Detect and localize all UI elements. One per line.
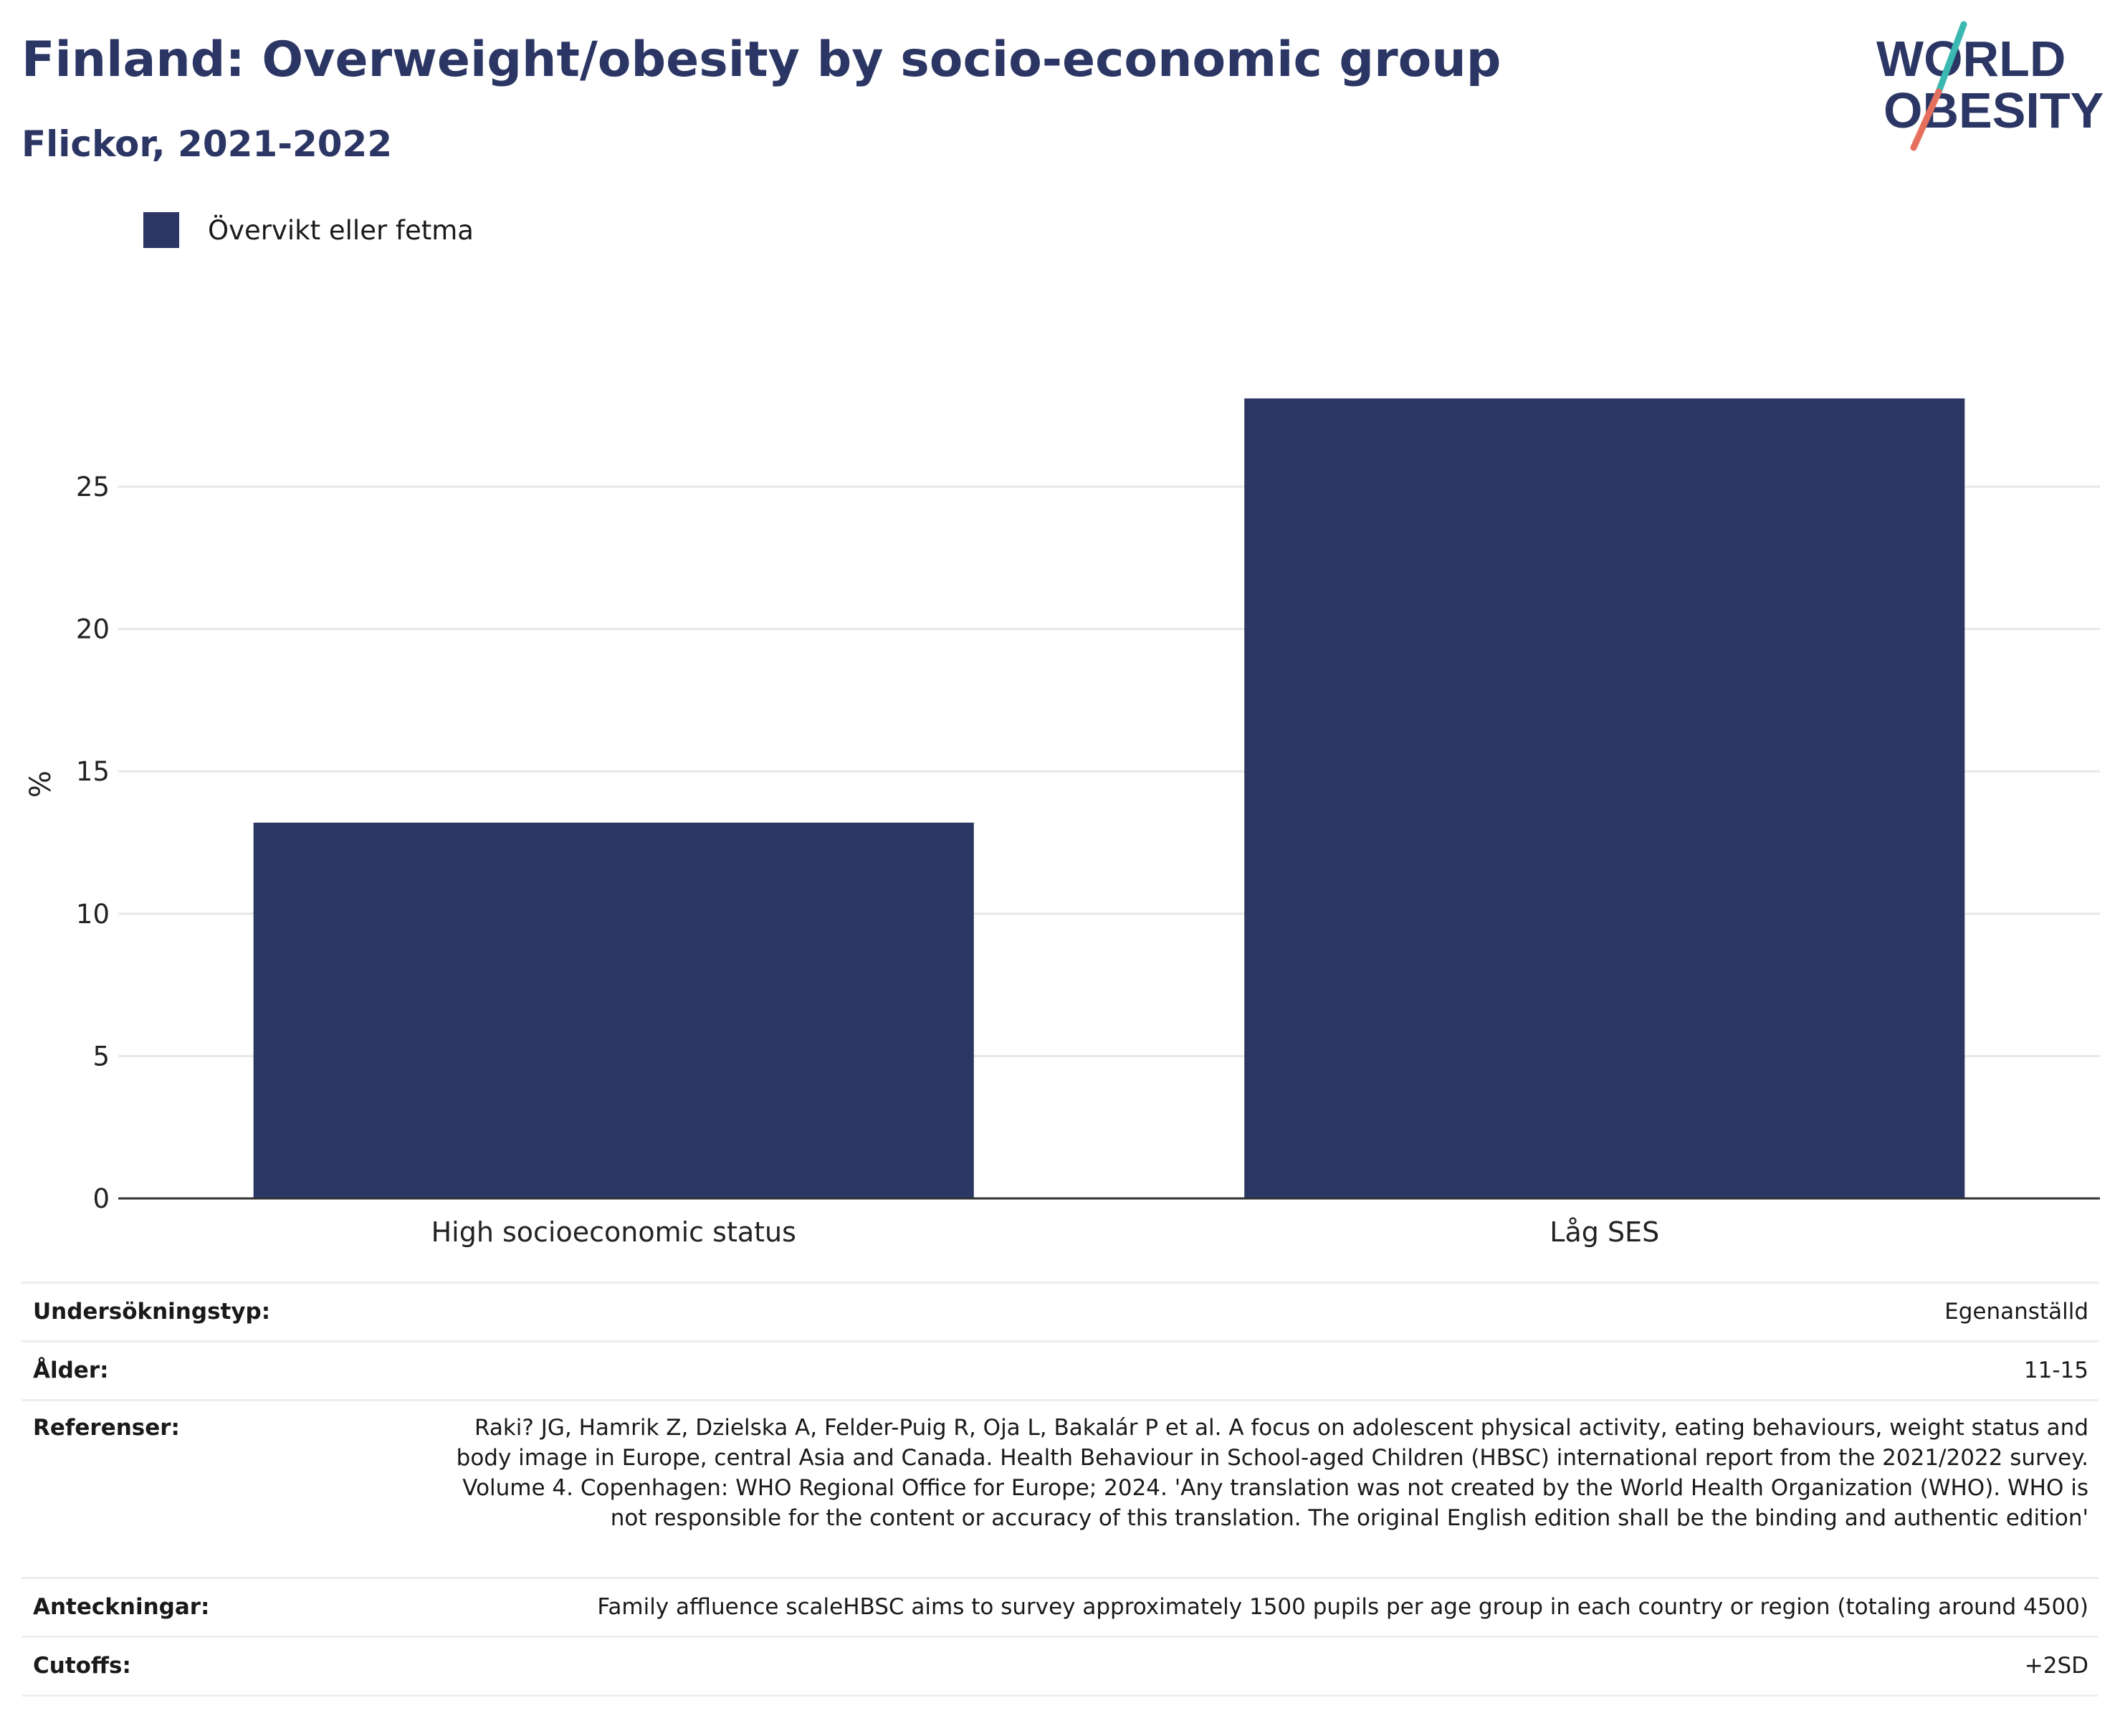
info-label: Anteckningar: [22,1577,434,1638]
info-label: Undersökningstyp: [22,1282,434,1342]
legend-label: Övervikt eller fetma [208,214,474,246]
bar [1244,398,1965,1198]
logo-slash-teal [1935,21,1967,95]
x-category-label: Låg SES [1550,1216,1659,1248]
info-row-age: Ålder: 11-15 [22,1340,2098,1401]
y-tick-label: 20 [76,614,110,645]
info-label: Ålder: [22,1340,434,1401]
logo-slash-coral [1910,88,1942,151]
info-table: Undersökningstyp: Egenanställd Ålder: 11… [22,1282,2098,1697]
legend: Övervikt eller fetma [143,212,474,248]
info-value: +2SD [434,1636,2098,1697]
info-label: Cutoffs: [22,1636,434,1697]
bar-chart: 0 5 10 15 20 25 High socioeconomic status Låg S… [24,398,2100,1248]
info-value: Raki? JG, Hamrik Z, Dzielska A, Felder-P… [434,1399,2098,1579]
x-category-label: High socioeconomic status [431,1216,796,1248]
world-obesity-logo: WORLD OBESITY [1876,21,2104,151]
info-row-references: Referenser: Raki? JG, Hamrik Z, Dzielska… [22,1399,2098,1579]
info-value: Family affluence scaleHBSC aims to surve… [434,1577,2098,1638]
y-tick-label: 15 [76,756,110,787]
info-row-cutoffs: Cutoffs: +2SD [22,1636,2098,1697]
bar [253,822,974,1198]
y-tick-label: 0 [92,1183,110,1214]
info-value: 11-15 [434,1340,2098,1401]
chart-subtitle: Flickor, 2021-2022 [22,123,393,165]
y-axis-label: % [24,771,57,798]
logo-text-world: WORLD [1876,31,2066,87]
legend-swatch [143,212,179,248]
info-value: Egenanställd [434,1282,2098,1342]
y-tick-label: 25 [76,472,110,502]
y-tick-label: 10 [76,899,110,930]
chart-title: Finland: Overweight/obesity by socio-eco… [22,32,1501,88]
info-row-notes: Anteckningar: Family affluence scaleHBSC… [22,1577,2098,1638]
info-label: Referenser: [22,1399,434,1579]
y-tick-label: 5 [92,1041,110,1072]
info-row-survey-type: Undersökningstyp: Egenanställd [22,1282,2098,1342]
